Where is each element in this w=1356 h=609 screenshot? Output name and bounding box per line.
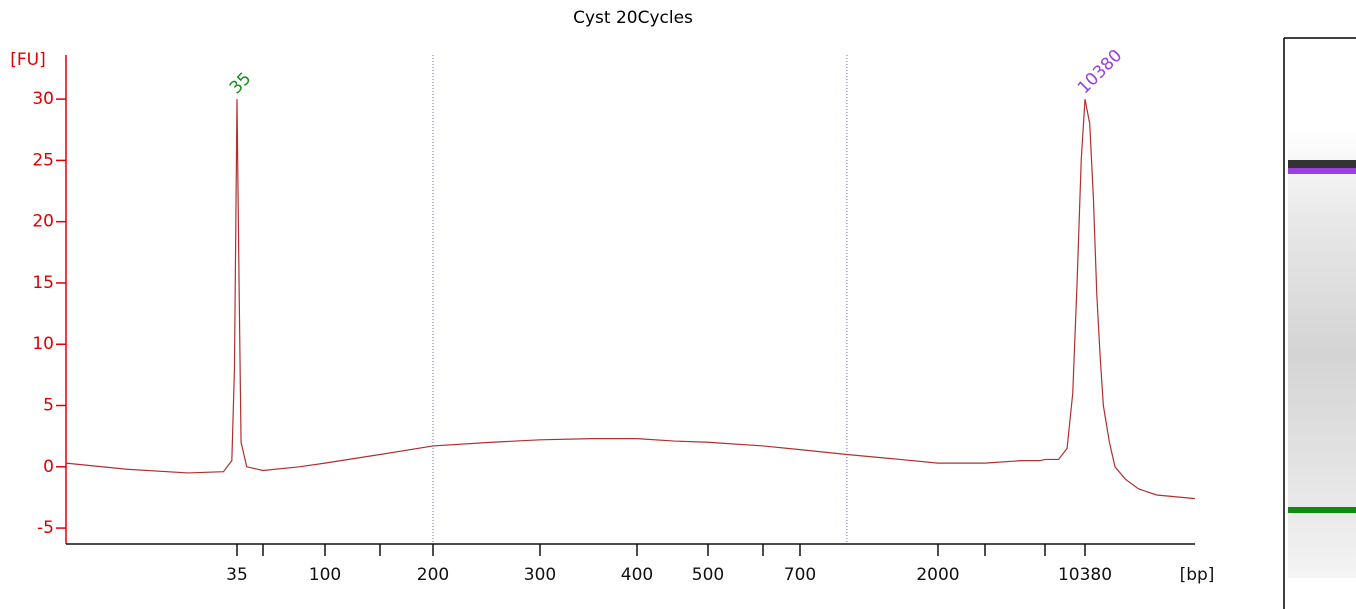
y-tick-label: 30 xyxy=(32,89,54,109)
x-tick-label: 200 xyxy=(417,565,449,585)
x-tick-label: 500 xyxy=(692,565,724,585)
y-tick-label: 5 xyxy=(43,396,54,416)
x-tick-label: 35 xyxy=(226,565,248,585)
trace xyxy=(65,99,1196,500)
gel-lane xyxy=(1283,37,1356,609)
y-axis-label: [FU] xyxy=(10,50,46,70)
x-tick-label: 10380 xyxy=(1058,565,1112,585)
peak-label: 10380 xyxy=(1074,46,1126,98)
y-tick-label: 20 xyxy=(32,212,54,232)
peak-label: 35 xyxy=(226,69,255,98)
x-tick-label: 300 xyxy=(524,565,556,585)
x-tick-label: 100 xyxy=(309,565,341,585)
y-tick-label: 0 xyxy=(43,457,54,477)
x-tick-label: 2000 xyxy=(916,565,959,585)
y-tick-label: 25 xyxy=(32,150,54,170)
chart-title: Cyst 20Cycles xyxy=(573,8,693,28)
y-tick-label: -5 xyxy=(37,518,54,538)
y-tick-label: 15 xyxy=(32,273,54,293)
x-tick-label: 700 xyxy=(784,565,816,585)
y-tick-label: 10 xyxy=(32,334,54,354)
x-axis-label: [bp] xyxy=(1180,565,1215,585)
x-tick-label: 400 xyxy=(621,565,653,585)
